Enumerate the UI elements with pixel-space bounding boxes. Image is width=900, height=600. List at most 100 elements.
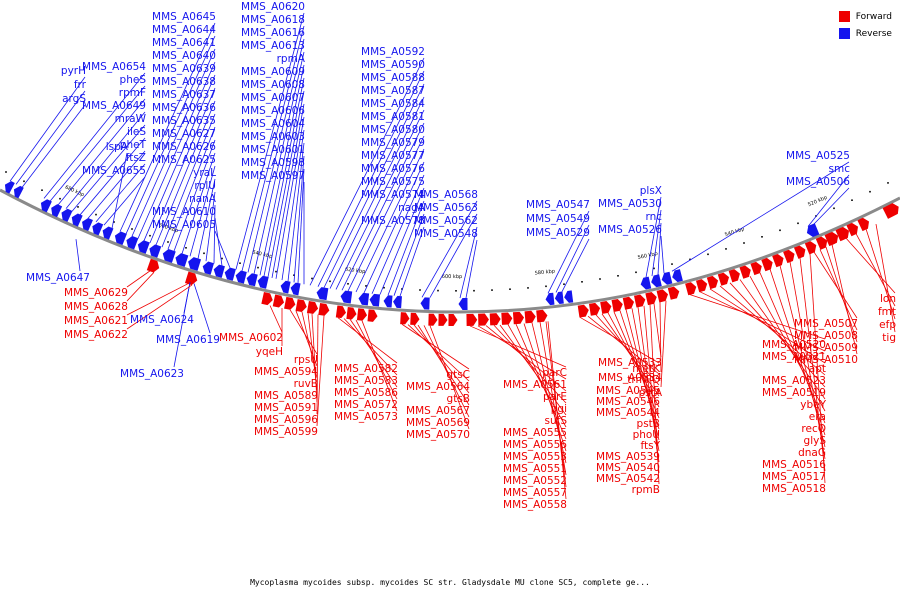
forward-gene-label: MMS_A0542 (596, 473, 660, 485)
leader-line (555, 224, 590, 293)
reverse-gene-label: MMS_A0609 (241, 66, 305, 78)
leader-line (379, 187, 425, 295)
leader-line (281, 129, 305, 281)
forward-gene-label: MMS_A0552 (503, 475, 567, 487)
forward-gene-label: MMS_A0572 (334, 399, 398, 411)
leader-line (619, 310, 660, 430)
forward-gene-label: efp (879, 319, 896, 331)
forward-gene-label: MMS_A0539 (596, 451, 660, 463)
leader-line (407, 324, 470, 382)
forward-gene-label: MMS_A0567 (406, 405, 470, 417)
minor-tick (545, 285, 547, 288)
leader-line (95, 163, 146, 223)
leader-line (259, 64, 305, 276)
minor-tick (635, 271, 637, 274)
reverse-gene-label: ftsZ (126, 152, 146, 164)
leader-line (337, 317, 398, 364)
leader-line (263, 77, 305, 277)
leader-line (335, 109, 425, 290)
reverse-gene-label: MMS_A0605 (152, 219, 216, 231)
minor-tick (221, 257, 223, 260)
minor-tick (527, 287, 529, 289)
leader-line (49, 85, 146, 202)
reverse-gene-feature (257, 275, 269, 289)
minor-tick (671, 263, 673, 265)
leader-line (401, 323, 470, 370)
reverse-gene-label: pheS (120, 74, 147, 86)
reverse-gene-feature (651, 274, 662, 288)
minor-tick (563, 283, 565, 285)
forward-gene-feature (318, 302, 330, 316)
reverse-gene-label: MMS_A0579 (361, 137, 425, 149)
reverse-gene-label: MMS_A0587 (361, 85, 425, 97)
leader-line (173, 282, 191, 368)
reverse-gene-feature (246, 273, 258, 287)
leader-line (181, 152, 216, 254)
reverse-gene-feature (235, 270, 247, 284)
forward-gene-label: glyS (804, 435, 827, 447)
reverse-gene-label: MMS_A0598 (241, 157, 305, 169)
leader-line (341, 122, 425, 291)
reverse-gene-label: MMS_A0549 (526, 213, 590, 225)
forward-gene-feature (367, 309, 378, 322)
reverse-gene-label: MMS_A0644 (152, 24, 216, 36)
scale-tick-label: 680 kbp (64, 184, 85, 198)
reverse-gene-label: MMS_A0647 (26, 272, 90, 284)
minor-tick (275, 270, 277, 273)
minor-tick (491, 289, 493, 291)
reverse-gene-feature (640, 276, 652, 290)
minor-tick (95, 213, 97, 216)
forward-gene-feature (346, 306, 357, 320)
leader-line (241, 25, 305, 272)
leader-lines (9, 12, 896, 500)
forward-gene-label: rpsU (294, 354, 318, 366)
forward-gene-label: MMS_A0545 (596, 385, 660, 397)
leader-line (875, 223, 896, 333)
reverse-gene-feature (545, 292, 555, 306)
forward-gene-feature (512, 311, 525, 325)
leader-line (71, 124, 146, 212)
forward-gene-feature (793, 245, 806, 259)
forward-gene-feature (600, 300, 612, 314)
reverse-gene-label: MMS_A0548 (414, 228, 478, 240)
minor-tick (383, 286, 385, 289)
minor-tick (869, 190, 871, 193)
scale-tick-label: 640 kbp (252, 250, 273, 260)
forward-gene-label: fmt (878, 306, 896, 318)
reverse-gene-feature (162, 249, 176, 263)
minor-tick (887, 182, 889, 184)
leader-line (197, 178, 216, 259)
leader-line (799, 257, 826, 472)
forward-gene-label: yqeH (256, 346, 283, 358)
leader-line (167, 126, 216, 250)
legend: Forward Reverse (838, 8, 892, 42)
reverse-gene-label: MMS_A0607 (241, 92, 305, 104)
reverse-gene-label: rpmF (119, 87, 146, 99)
reverse-gene-label: MMS_A0626 (152, 141, 216, 153)
forward-gene-label: trmFO (627, 374, 660, 386)
forward-gene-label: MMS_A0629 (64, 287, 128, 299)
forward-gene-label: rpmB (632, 484, 660, 496)
reverse-gene-label: MMS_A0627 (152, 128, 216, 140)
forward-gene-feature (783, 249, 795, 264)
leader-line (660, 300, 667, 388)
reverse-gene-feature (102, 226, 114, 240)
forward-gene-label: pstA (639, 387, 663, 399)
leader-line (126, 270, 151, 288)
reverse-gene-feature (137, 240, 150, 254)
forward-gene-label: apt (809, 363, 826, 375)
leader-line (126, 283, 189, 316)
leader-line (813, 251, 858, 319)
forward-gene-feature (772, 253, 784, 268)
reverse-gene-label: nanA (189, 193, 217, 205)
leader-line (660, 235, 665, 274)
reverse-gene-label: plsX (640, 185, 662, 197)
leader-line (323, 83, 425, 288)
forward-gene-label: MMS_A0591 (254, 402, 318, 414)
forward-gene-feature (501, 312, 513, 325)
leader-line (235, 12, 305, 270)
minor-tick (797, 222, 799, 225)
leader-line (149, 87, 216, 244)
leader-line (561, 238, 590, 292)
leader-line (57, 98, 146, 206)
